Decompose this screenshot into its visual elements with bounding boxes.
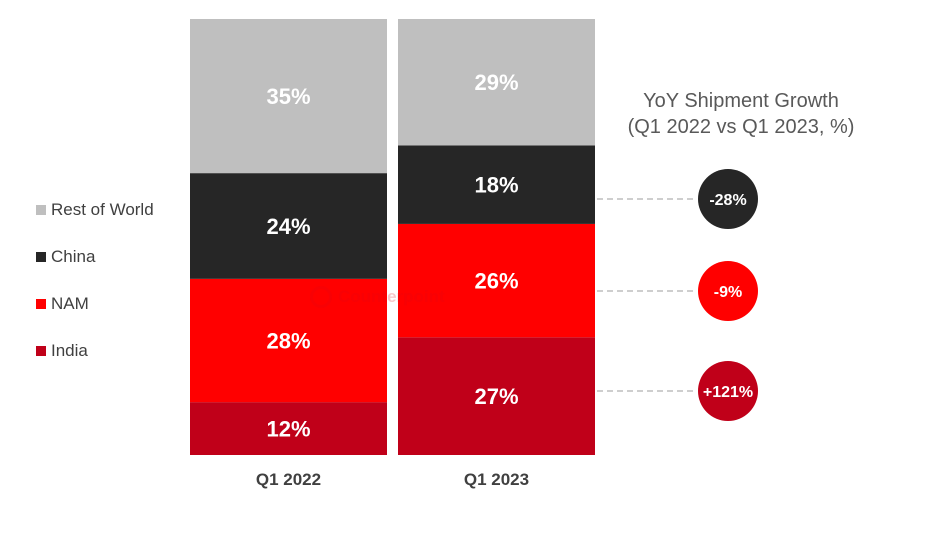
watermark-logo-icon (310, 286, 332, 308)
legend-item-india: India (36, 327, 154, 374)
legend-swatch-rest-of-world (36, 204, 46, 215)
legend-label: China (51, 246, 96, 266)
data-label: 18% (474, 173, 518, 198)
x-tick-label: Q1 2023 (464, 470, 529, 489)
legend-item-china: China (36, 233, 154, 280)
bar-rest-of-world-q1-2022 (190, 19, 387, 174)
data-label: 12% (266, 417, 310, 442)
watermark-text: Counterpoint (338, 287, 445, 306)
data-label: 29% (474, 70, 518, 95)
growth-label: -9% (714, 284, 742, 301)
legend: Rest of World China NAM India (36, 186, 154, 374)
growth-circle-china (698, 169, 758, 229)
legend-swatch-nam (36, 298, 46, 309)
data-label: 35% (266, 84, 310, 109)
growth-title: YoY Shipment Growth (Q1 2022 vs Q1 2023,… (598, 88, 884, 140)
growth-circle-india (698, 361, 758, 421)
watermark: Counterpoint (310, 286, 445, 308)
legend-label: Rest of World (51, 199, 154, 219)
legend-item-rest-of-world: Rest of World (36, 186, 154, 233)
bar-india-q1-2023 (398, 337, 595, 455)
legend-swatch-india (36, 345, 46, 356)
growth-circle-nam (698, 261, 758, 321)
bar-china-q1-2023 (398, 145, 595, 224)
growth-title-line-1: YoY Shipment Growth (643, 90, 839, 112)
data-label: 27% (474, 384, 518, 409)
growth-label: +121% (703, 384, 753, 401)
legend-label: NAM (51, 293, 89, 313)
legend-item-nam: NAM (36, 280, 154, 327)
bar-china-q1-2022 (190, 173, 387, 279)
data-label: 24% (266, 214, 310, 239)
bar-nam-q1-2023 (398, 223, 595, 338)
legend-swatch-china (36, 251, 46, 262)
growth-title-line-2: (Q1 2022 vs Q1 2023, %) (627, 116, 855, 138)
data-label: 26% (474, 269, 518, 294)
growth-label: -28% (709, 192, 746, 209)
legend-label: India (51, 340, 88, 360)
data-label: 28% (266, 328, 310, 353)
bar-india-q1-2022 (190, 402, 387, 455)
bar-nam-q1-2022 (190, 278, 387, 403)
bar-rest-of-world-q1-2023 (398, 19, 595, 146)
x-tick-label: Q1 2022 (256, 470, 321, 489)
